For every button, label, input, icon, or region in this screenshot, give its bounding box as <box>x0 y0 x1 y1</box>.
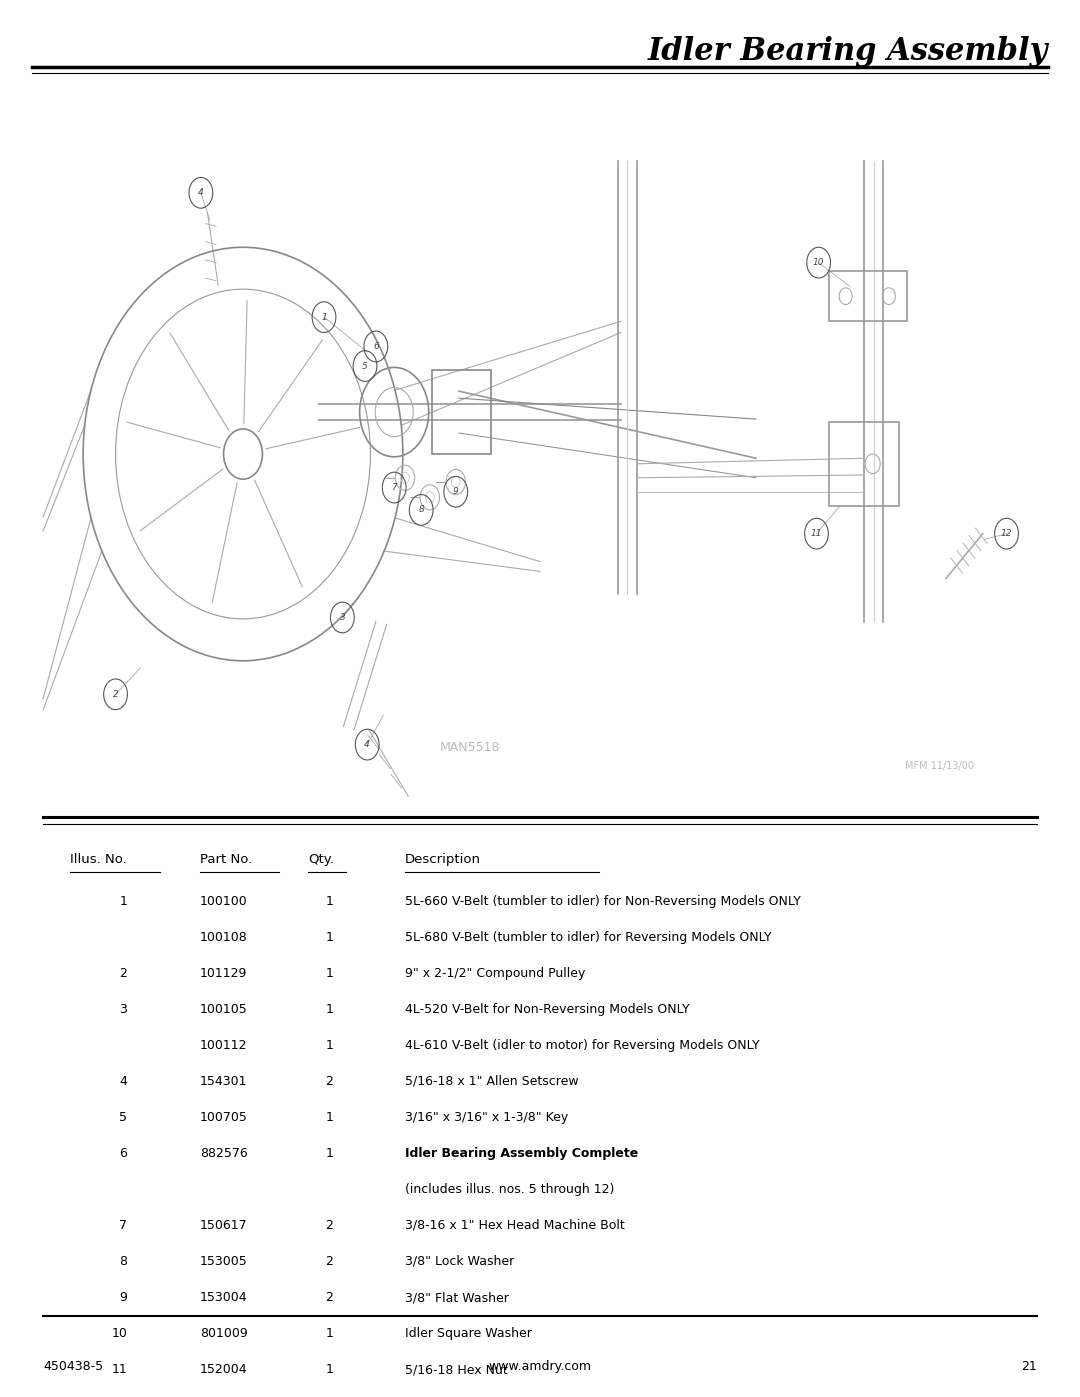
Text: 8: 8 <box>120 1255 127 1268</box>
Text: 7: 7 <box>391 483 397 492</box>
Text: 1: 1 <box>325 1111 334 1123</box>
Text: 5/16-18 x 1" Allen Setscrew: 5/16-18 x 1" Allen Setscrew <box>405 1074 579 1088</box>
Text: 6: 6 <box>120 1147 127 1160</box>
Text: 4L-610 V-Belt (idler to motor) for Reversing Models ONLY: 4L-610 V-Belt (idler to motor) for Rever… <box>405 1039 759 1052</box>
Text: 9" x 2-1/2" Compound Pulley: 9" x 2-1/2" Compound Pulley <box>405 967 585 979</box>
Text: (includes illus. nos. 5 through 12): (includes illus. nos. 5 through 12) <box>405 1183 615 1196</box>
Text: 100705: 100705 <box>200 1111 247 1123</box>
Text: 4L-520 V-Belt for Non-Reversing Models ONLY: 4L-520 V-Belt for Non-Reversing Models O… <box>405 1003 690 1016</box>
Text: Idler Square Washer: Idler Square Washer <box>405 1327 531 1340</box>
Bar <box>432 370 491 454</box>
Text: 1: 1 <box>325 930 334 943</box>
Text: 1: 1 <box>325 1363 334 1376</box>
Text: 11: 11 <box>111 1363 127 1376</box>
Text: 5/16-18 Hex Nut: 5/16-18 Hex Nut <box>405 1363 508 1376</box>
Text: 21: 21 <box>1021 1359 1037 1373</box>
Text: 3/8" Flat Washer: 3/8" Flat Washer <box>405 1291 509 1303</box>
Text: 101129: 101129 <box>200 967 247 979</box>
Text: MFM 11/13/00: MFM 11/13/00 <box>905 760 974 771</box>
Text: 9: 9 <box>453 488 459 496</box>
Text: 12: 12 <box>1001 529 1012 538</box>
Text: www.amdry.com: www.amdry.com <box>488 1359 592 1373</box>
Text: 3/8-16 x 1" Hex Head Machine Bolt: 3/8-16 x 1" Hex Head Machine Bolt <box>405 1220 624 1232</box>
Text: 1: 1 <box>325 1039 334 1052</box>
Text: MAN5518: MAN5518 <box>440 740 500 754</box>
Text: 1: 1 <box>120 894 127 908</box>
Text: 2: 2 <box>325 1291 334 1303</box>
Text: 100100: 100100 <box>200 894 247 908</box>
Text: 2: 2 <box>325 1220 334 1232</box>
Text: Part No.: Part No. <box>200 852 252 866</box>
Text: 1: 1 <box>325 1003 334 1016</box>
Text: 5: 5 <box>120 1111 127 1123</box>
Text: 2: 2 <box>325 1074 334 1088</box>
Text: 2: 2 <box>112 690 119 698</box>
Text: 3: 3 <box>120 1003 127 1016</box>
Text: 11: 11 <box>811 529 822 538</box>
Text: 1: 1 <box>325 967 334 979</box>
Text: 5: 5 <box>362 362 368 370</box>
Text: 2: 2 <box>120 967 127 979</box>
Text: 7: 7 <box>120 1220 127 1232</box>
Text: 9: 9 <box>120 1291 127 1303</box>
Text: Illus. No.: Illus. No. <box>70 852 127 866</box>
Text: 3/16" x 3/16" x 1-3/8" Key: 3/16" x 3/16" x 1-3/8" Key <box>405 1111 568 1123</box>
Text: 152004: 152004 <box>200 1363 247 1376</box>
Bar <box>829 422 899 506</box>
Text: 450438-5: 450438-5 <box>43 1359 104 1373</box>
Text: 100105: 100105 <box>200 1003 247 1016</box>
Text: 8: 8 <box>418 506 424 514</box>
Text: Description: Description <box>405 852 481 866</box>
Text: 5L-660 V-Belt (tumbler to idler) for Non-Reversing Models ONLY: 5L-660 V-Belt (tumbler to idler) for Non… <box>405 894 801 908</box>
Text: 1: 1 <box>325 1147 334 1160</box>
Text: 1: 1 <box>325 894 334 908</box>
Text: 4: 4 <box>120 1074 127 1088</box>
Text: 10: 10 <box>111 1327 127 1340</box>
Text: 1: 1 <box>325 1327 334 1340</box>
Text: 3/8" Lock Washer: 3/8" Lock Washer <box>405 1255 514 1268</box>
Text: Qty.: Qty. <box>308 852 334 866</box>
Text: 153005: 153005 <box>200 1255 247 1268</box>
Text: 5L-680 V-Belt (tumbler to idler) for Reversing Models ONLY: 5L-680 V-Belt (tumbler to idler) for Rev… <box>405 930 771 943</box>
Text: 100112: 100112 <box>200 1039 247 1052</box>
Text: 100108: 100108 <box>200 930 247 943</box>
Text: 153004: 153004 <box>200 1291 247 1303</box>
Text: 801009: 801009 <box>200 1327 247 1340</box>
Text: 4: 4 <box>364 740 370 749</box>
Text: Idler Bearing Assembly Complete: Idler Bearing Assembly Complete <box>405 1147 638 1160</box>
Text: 10: 10 <box>813 258 824 267</box>
Text: 6: 6 <box>373 342 379 351</box>
Text: 882576: 882576 <box>200 1147 247 1160</box>
Text: 150617: 150617 <box>200 1220 247 1232</box>
Text: Idler Bearing Assembly: Idler Bearing Assembly <box>647 36 1048 67</box>
Text: 2: 2 <box>325 1255 334 1268</box>
Text: 154301: 154301 <box>200 1074 247 1088</box>
Text: 4: 4 <box>198 189 204 197</box>
Bar <box>829 271 907 321</box>
Text: 1: 1 <box>321 313 327 321</box>
Text: 3: 3 <box>339 613 346 622</box>
